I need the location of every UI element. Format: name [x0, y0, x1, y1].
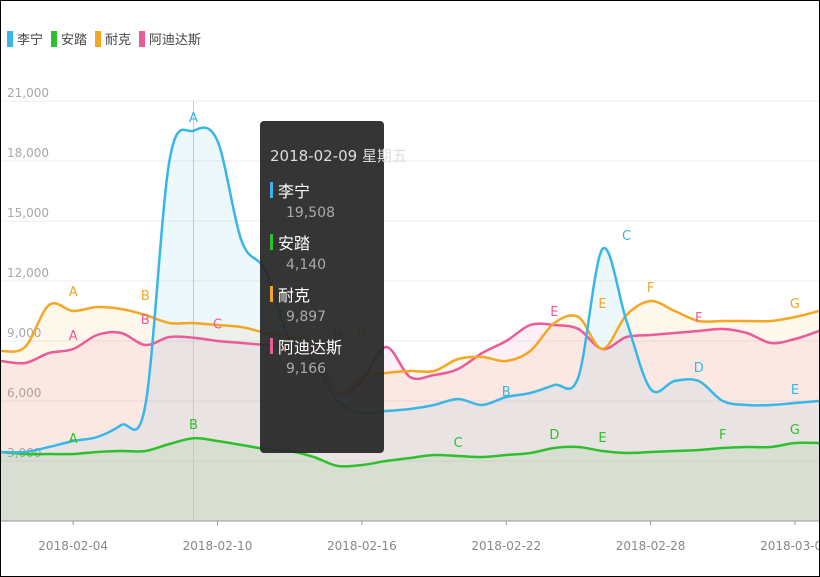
tooltip-color-bar	[270, 182, 273, 198]
tooltip-date: 2018-02-09 星期五	[270, 147, 407, 165]
point-annotation: F	[719, 428, 726, 443]
point-annotation: E	[598, 297, 606, 312]
x-tick-label: 2018-03-06	[760, 539, 819, 553]
point-annotation: B	[141, 289, 150, 304]
series-line	[1, 322, 819, 396]
point-annotation: G	[790, 297, 800, 312]
series-area	[1, 127, 819, 522]
series-line	[1, 299, 819, 396]
legend-item-anta[interactable]: 安踏	[51, 29, 87, 48]
legend-item-nike[interactable]: 耐克	[95, 29, 131, 48]
legend-label: 耐克	[105, 33, 132, 48]
point-annotation: A	[69, 432, 78, 447]
point-annotation: E	[550, 305, 558, 320]
series-line	[1, 126, 819, 454]
tooltip: 2018-02-09 星期五 李宁 19,508 安踏 4,140 耐克 9,8…	[260, 121, 407, 453]
tooltip-series-name: 李宁	[278, 182, 311, 201]
tooltip-color-bar	[270, 286, 273, 302]
tooltip-series-name: 耐克	[278, 286, 311, 305]
series-area	[1, 300, 819, 521]
series-area	[1, 438, 819, 521]
series-area	[1, 323, 819, 521]
point-annotation: B	[189, 418, 198, 433]
point-annotation: C	[622, 229, 631, 244]
tooltip-series-name: 阿迪达斯	[278, 338, 343, 357]
legend-label: 安踏	[61, 33, 88, 48]
x-tick-label: 2018-02-04	[38, 539, 108, 553]
point-annotation: E	[598, 431, 606, 446]
point-annotation: A	[189, 111, 198, 126]
x-tick-label: 2018-02-16	[327, 539, 397, 553]
legend-item-lining[interactable]: 李宁	[7, 29, 43, 48]
point-annotation: A	[69, 285, 78, 300]
tooltip-series-name: 安踏	[278, 234, 311, 253]
tooltip-color-bar	[270, 234, 273, 250]
legend-label: 阿迪达斯	[149, 33, 202, 48]
point-annotation: A	[69, 329, 78, 344]
y-tick-label: 15,000	[7, 206, 49, 220]
x-tick-label: 2018-02-28	[616, 539, 686, 553]
tooltip-entry: 安踏 4,140	[270, 230, 384, 273]
point-annotation: C	[454, 436, 463, 451]
tooltip-value: 9,897	[286, 309, 327, 325]
x-tick-label: 2018-02-10	[183, 539, 253, 553]
tooltip-entry: 耐克 9,897	[270, 282, 384, 325]
y-tick-label: 6,000	[7, 386, 41, 400]
point-annotation: B	[141, 313, 150, 328]
legend-swatch	[95, 30, 102, 47]
legend-swatch	[51, 30, 58, 47]
tooltip-entry: 阿迪达斯 9,166	[270, 334, 384, 377]
legend-label: 李宁	[17, 33, 44, 48]
legend-swatch	[139, 30, 146, 47]
point-annotation: G	[790, 423, 800, 438]
point-annotation: D	[549, 428, 559, 443]
series-line	[1, 436, 819, 468]
point-annotation: B	[502, 385, 511, 400]
point-annotation: E	[791, 383, 799, 398]
legend-swatch	[7, 30, 13, 47]
legend-item-adidas[interactable]: 阿迪达斯	[139, 29, 201, 48]
tooltip-value: 9,166	[286, 361, 327, 377]
tooltip-value: 19,508	[286, 205, 335, 221]
x-tick-label: 2018-02-22	[471, 539, 541, 553]
y-tick-label: 12,000	[7, 266, 49, 280]
point-annotation: C	[213, 318, 222, 333]
point-annotation: F	[695, 311, 702, 326]
y-tick-label: 18,000	[7, 146, 49, 160]
tooltip-color-bar	[270, 338, 273, 354]
tooltip-value: 4,140	[286, 257, 327, 273]
point-annotation: D	[694, 361, 704, 376]
y-tick-label: 21,000	[7, 86, 49, 100]
point-annotation: F	[647, 281, 654, 296]
tooltip-entry: 李宁 19,508	[270, 178, 384, 221]
legend: 李宁 安踏 耐克 阿迪达斯	[7, 29, 209, 48]
